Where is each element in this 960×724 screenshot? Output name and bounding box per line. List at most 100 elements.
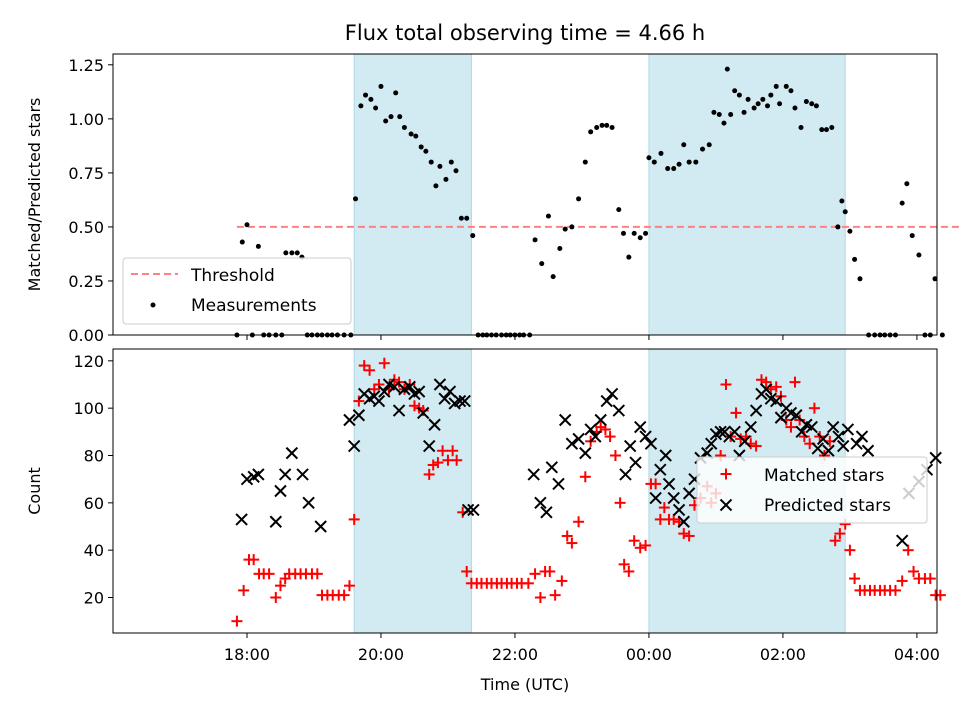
measurement-point [755, 101, 761, 107]
measurement-point [909, 233, 915, 239]
x-stroke-b [545, 461, 559, 474]
matched-star-point [908, 565, 920, 577]
measurement-point [631, 230, 637, 236]
predicted-star-point [672, 503, 686, 517]
matched-star-point [678, 528, 690, 540]
x-stroke-b [832, 430, 845, 443]
shaded-region [648, 53, 846, 336]
measurement-point [773, 83, 779, 89]
bottom-legend-box [696, 456, 928, 524]
predicted-star-point [416, 406, 430, 420]
measurement-point [588, 129, 594, 135]
y-tick-label: 0.25 [68, 272, 104, 291]
measurement-point [676, 161, 682, 167]
measurement-point [741, 109, 747, 115]
measurement-point [904, 181, 910, 187]
matched-star-point [770, 381, 782, 393]
measurement-point [745, 96, 751, 102]
bottom-axes-frame [112, 348, 938, 634]
matched-star-point [789, 376, 801, 388]
top-panel: 0.00 0.25 0.50 0.75 1.00 1.25 Matched/Predict… [25, 53, 960, 345]
predicted-star-point [278, 468, 292, 481]
x-stroke-b [800, 418, 813, 431]
x-stroke-b [584, 423, 597, 436]
bottom-x-axis: 18:00 20:00 22:00 00:00 02:00 04:00 [224, 633, 940, 664]
matched-star-point [358, 360, 370, 372]
predicted-stars-series [235, 378, 942, 547]
predicted-star-point [467, 503, 480, 517]
x-stroke-b [654, 463, 667, 476]
measurement-point [765, 103, 771, 109]
predicted-star-point [540, 506, 553, 519]
shaded-region [353, 53, 472, 336]
predicted-star-point [240, 472, 254, 486]
measurement-point [681, 142, 687, 148]
x-stroke-b [343, 413, 356, 427]
legend-predicted-label: Predicted stars [764, 496, 891, 516]
x-stroke-b [770, 394, 783, 408]
measurement-point [594, 124, 600, 130]
x-stroke-b [392, 404, 406, 417]
x-stroke-b [235, 513, 248, 526]
measurement-point [728, 112, 734, 118]
x-stroke-b [861, 444, 875, 457]
x-stroke-b [682, 487, 696, 500]
x-stroke-b [278, 468, 292, 481]
measurement-point [671, 166, 677, 172]
bottom-panel: 20 40 60 80 100 120 18:00 20:00 22:00 00:00 02:00… [25, 348, 946, 694]
x-stroke-b [805, 420, 818, 434]
x-tick-label: 22:00 [492, 645, 538, 664]
predicted-star-point [433, 378, 447, 391]
matched-star-point [248, 554, 260, 566]
matched-star-point [623, 565, 635, 577]
predicted-star-point [302, 496, 315, 510]
measurement-point [239, 239, 245, 245]
y-tick-label: 0.50 [68, 218, 104, 237]
x-stroke-b [659, 449, 672, 462]
x-stroke-b [929, 451, 942, 465]
x-stroke-b [759, 383, 773, 396]
measurement-point [576, 196, 582, 202]
x-stroke-b [347, 439, 361, 453]
predicted-star-point [774, 411, 788, 424]
measurement-point [401, 124, 407, 130]
matched-star-point [270, 592, 282, 603]
matched-star-point [338, 589, 350, 601]
measurement-point [433, 183, 439, 189]
predicted-star-point [235, 513, 248, 526]
predicted-star-point [558, 413, 572, 427]
predicted-star-point [895, 534, 909, 547]
measurement-point [458, 215, 464, 221]
measurement-point [294, 250, 300, 256]
x-stroke-b [302, 496, 315, 510]
y-tick-label: 0.75 [68, 164, 104, 183]
x-stroke-b [443, 385, 457, 398]
x-stroke-b [540, 506, 553, 519]
measurement-point [620, 230, 626, 236]
matched-star-point [760, 376, 772, 388]
x-stroke-b [784, 406, 798, 420]
measurement-point [397, 114, 403, 120]
measurement-point [857, 276, 863, 282]
top-x-ticks [246, 335, 918, 340]
measurement-point [289, 250, 295, 256]
measurement-point [609, 124, 615, 130]
measurement-point [768, 92, 774, 98]
legend-x-marker [719, 498, 733, 512]
x-stroke-b [382, 378, 396, 391]
predicted-star-point [714, 425, 727, 439]
matched-star-point [573, 516, 585, 528]
matched-star-point [561, 530, 573, 542]
matched-star-point [343, 580, 355, 592]
measurement-point [443, 176, 449, 182]
measurement-point [358, 103, 364, 109]
x-stroke-b [461, 503, 475, 517]
predicted-star-point [347, 439, 361, 453]
matched-star-point [311, 568, 323, 580]
x-stroke-b [672, 503, 686, 517]
x-stroke-b [467, 503, 480, 517]
matched-star-point [650, 478, 662, 490]
y-tick-label: 0.00 [68, 326, 104, 345]
matched-star-point [534, 592, 546, 603]
